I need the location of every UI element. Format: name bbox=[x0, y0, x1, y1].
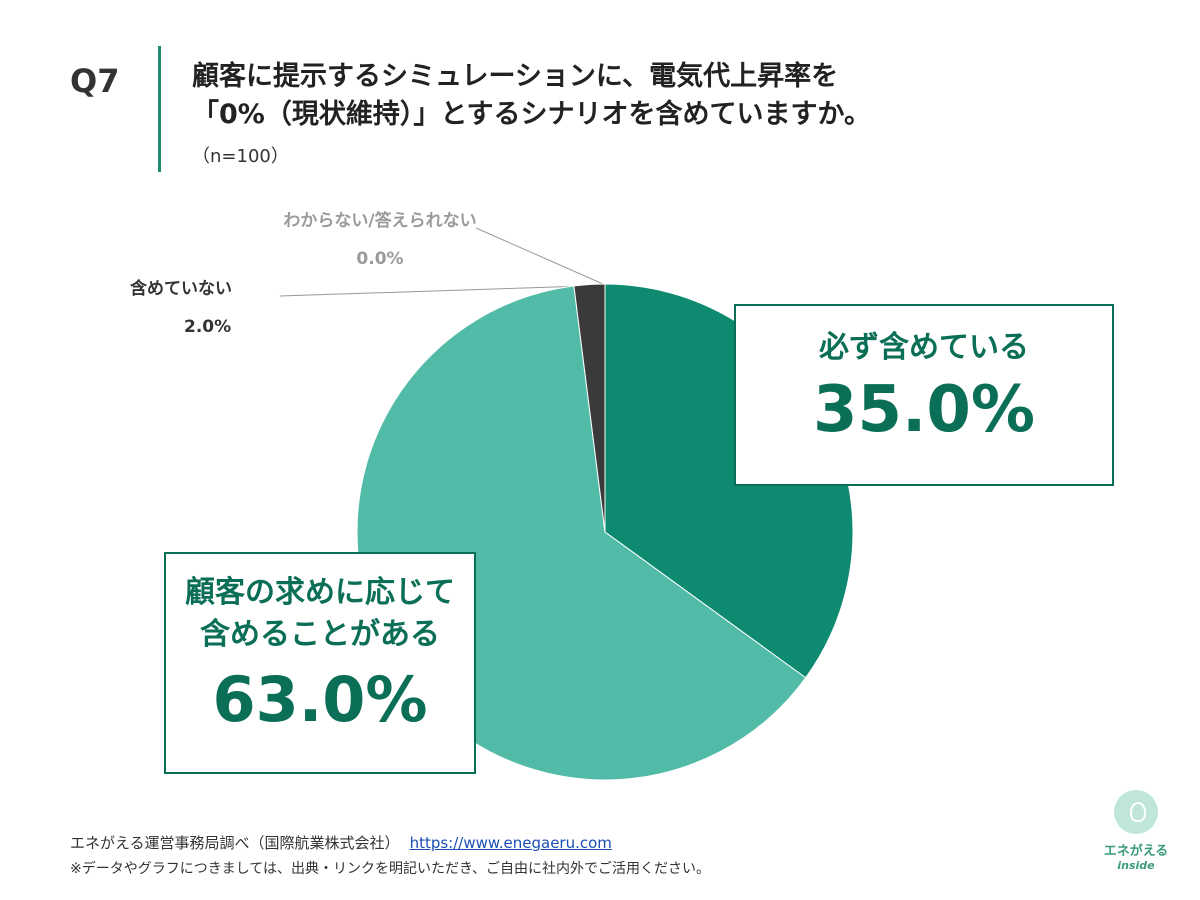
label-unknown-category: わからない/答えられない bbox=[283, 211, 477, 231]
leader-line-not-included bbox=[279, 285, 586, 297]
label-on-request-line-2: 含めることがある bbox=[200, 617, 440, 652]
title-line-2: 「0%（現状維持）」とするシナリオを含めていますか。 bbox=[192, 99, 871, 130]
label-always-included-category: 必ず含めている bbox=[819, 330, 1029, 365]
title-line-1: 顧客に提示するシミュレーションに、電気代上昇率を bbox=[192, 61, 839, 92]
source-link[interactable]: https://www.enegaeru.com bbox=[409, 834, 612, 852]
label-on-request-value: 63.0% bbox=[212, 663, 428, 736]
logo-subtext: inside bbox=[1117, 859, 1155, 872]
label-not-included-value: 2.0% bbox=[184, 317, 232, 337]
lightbulb-icon bbox=[1114, 790, 1158, 834]
brand-logo: エネがえる inside bbox=[1096, 790, 1176, 885]
sample-size: （n=100） bbox=[192, 146, 289, 167]
question-number: Q7 bbox=[70, 62, 120, 100]
question-title: 顧客に提示するシミュレーションに、電気代上昇率を 「0%（現状維持）」とするシナ… bbox=[192, 58, 1172, 134]
footer-source: エネがえる運営事務局調べ（国際航業株式会社） https://www.enegae… bbox=[70, 832, 612, 853]
label-not-included-category: 含めていない bbox=[130, 279, 232, 299]
label-always-included-value: 35.0% bbox=[812, 373, 1036, 447]
label-on-request-category: 顧客の求めに応じて 含めることがある bbox=[166, 572, 474, 656]
label-always-included: 必ず含めている 35.0% bbox=[734, 304, 1114, 486]
footer-note: ※データやグラフにつきましては、出典・リンクを明記いただき、ご自由に社内外でご活… bbox=[70, 861, 711, 877]
pie-slice-2 bbox=[573, 283, 606, 533]
label-unknown: わからない/答えられない 0.0% bbox=[240, 202, 520, 278]
label-on-request-line-1: 顧客の求めに応じて bbox=[185, 575, 455, 610]
label-on-request: 顧客の求めに応じて 含めることがある 63.0% bbox=[164, 552, 476, 774]
source-text: エネがえる運営事務局調べ（国際航業株式会社） bbox=[70, 834, 400, 852]
label-unknown-value: 0.0% bbox=[356, 249, 404, 269]
leader-line-unknown bbox=[475, 227, 604, 285]
label-not-included: 含めていない 2.0% bbox=[130, 270, 280, 346]
logo-text: エネがえる bbox=[1103, 844, 1169, 859]
title-accent-bar bbox=[158, 46, 161, 172]
